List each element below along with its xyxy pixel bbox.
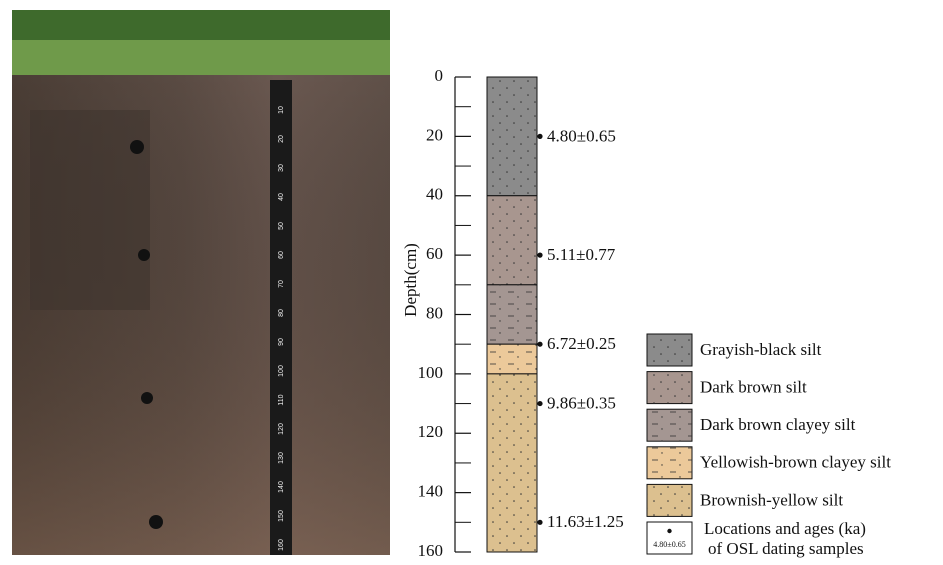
- layer-pattern: [487, 196, 537, 285]
- legend-label: of OSL dating samples: [708, 539, 864, 558]
- ruler-label: 130: [278, 452, 285, 464]
- ruler-label: 50: [278, 222, 285, 230]
- ruler-label: 60: [278, 251, 285, 259]
- legend-label: Dark brown silt: [700, 378, 807, 397]
- legend-label: Dark brown clayey silt: [700, 415, 856, 434]
- y-tick-label: 160: [418, 541, 444, 560]
- y-tick-label: 140: [418, 482, 444, 501]
- legend-label: Yellowish-brown clayey silt: [700, 453, 891, 472]
- sample-label: 9.86±0.35: [547, 393, 616, 412]
- sample-dot: [537, 253, 542, 258]
- ruler-label: 20: [278, 135, 285, 143]
- y-tick-label: 20: [426, 125, 443, 144]
- y-tick-label: 120: [418, 422, 444, 441]
- legend-pattern: [647, 484, 692, 516]
- layer-pattern: [487, 77, 537, 196]
- sample-dot: [537, 520, 542, 525]
- legend-pattern: [647, 409, 692, 441]
- legend-sample-text: 4.80±0.65: [653, 540, 685, 549]
- sample-label: 4.80±0.65: [547, 126, 616, 145]
- soil-photo: [12, 10, 390, 555]
- ruler-label: 100: [278, 365, 285, 377]
- ruler-label: 70: [278, 280, 285, 288]
- legend-pattern: [647, 334, 692, 366]
- ruler-label: 110: [278, 394, 285, 405]
- legend-swatch: [647, 522, 692, 554]
- y-tick-label: 80: [426, 303, 443, 322]
- ruler-label: 160: [278, 539, 285, 551]
- y-axis-title: Depth(cm): [401, 243, 420, 317]
- ruler-label: 120: [278, 423, 285, 435]
- legend-label: Grayish-black silt: [700, 340, 822, 359]
- legend-dot: [667, 529, 671, 533]
- ruler-label: 140: [278, 481, 285, 493]
- ruler-label: 80: [278, 309, 285, 317]
- figure: Depth(cm) 10 20 30 40 50 60 70 80 90 100 110 120 130…: [0, 0, 943, 565]
- sample-dot: [537, 401, 542, 406]
- legend-label: Brownish-yellow silt: [700, 490, 843, 509]
- layer-pattern: [487, 344, 537, 374]
- ruler-label: 40: [278, 193, 285, 201]
- legend-label: Locations and ages (ka): [704, 519, 866, 538]
- sample-dot: [537, 134, 542, 139]
- sample-label: 5.11±0.77: [547, 245, 616, 264]
- y-tick-label: 100: [418, 363, 444, 382]
- ruler-label: 30: [278, 164, 285, 172]
- ruler-label: 150: [278, 510, 285, 522]
- y-tick-label: 60: [426, 244, 443, 263]
- ruler-label: 10: [278, 106, 285, 114]
- layer-pattern: [487, 374, 537, 552]
- ruler-label: 90: [278, 338, 285, 346]
- layer-pattern: [487, 285, 537, 344]
- sample-dot: [537, 342, 542, 347]
- y-tick-label: 0: [435, 66, 444, 85]
- y-tick-label: 40: [426, 185, 443, 204]
- legend-pattern: [647, 372, 692, 404]
- legend-pattern: [647, 447, 692, 479]
- sample-label: 6.72±0.25: [547, 334, 616, 353]
- sample-label: 11.63±1.25: [547, 512, 624, 531]
